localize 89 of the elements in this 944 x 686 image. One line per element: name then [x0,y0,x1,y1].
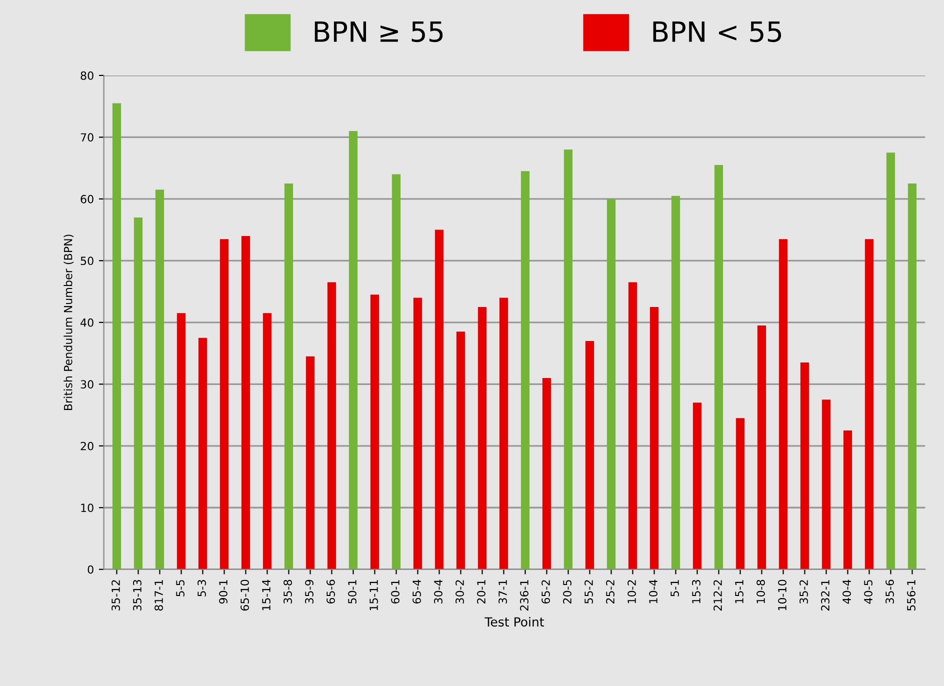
bar [628,282,638,570]
x-tick-label: 10-4 [649,580,658,604]
x-tick-label: 15-3 [692,580,700,604]
bar [864,239,874,570]
bar [542,378,552,570]
bar [327,282,336,570]
y-tick-label: 30 [80,380,94,389]
x-tick-label: 60-1 [391,580,400,604]
bar [241,236,250,570]
x-tick-label: 35-2 [800,580,808,604]
legend-label: BPN ≥ 55 [314,21,443,42]
bar [392,174,401,570]
bar [736,418,745,570]
x-tick-label: 30-4 [434,580,442,604]
bar [134,217,143,570]
y-tick-label: 50 [80,256,94,266]
x-tick-label: 15-1 [735,580,744,604]
y-axis-title: British Pendulum Number (BPN) [64,234,74,410]
x-tick-label: 35-8 [284,580,292,604]
x-tick-label: 10-2 [628,580,636,604]
x-tick-label: 65-6 [326,580,335,604]
x-tick-label: 20-5 [563,580,572,604]
bar [520,171,530,570]
bar [456,332,466,570]
x-tick-label: 232-1 [821,580,830,611]
bar [650,306,659,570]
x-tick-label: 556-1 [907,580,916,611]
bar [757,326,766,570]
x-tick-label: 40-4 [842,580,851,604]
y-tick-label: 60 [80,194,94,204]
y-tick-label: 80 [80,71,94,80]
x-tick-label: 40-5 [864,580,872,604]
bar [908,184,917,570]
bar [155,190,164,570]
x-tick-label: 55-2 [584,580,593,604]
bar [778,239,788,570]
bar [176,313,186,570]
bar [692,402,702,570]
bar [348,131,358,570]
bar [822,400,831,570]
x-tick-label: 35-12 [112,580,120,611]
bar [262,313,272,570]
x-tick-label: 65-2 [542,580,550,604]
x-tick-label: 90-1 [219,580,228,604]
bar [220,239,229,570]
x-tick-label: 10-8 [756,580,765,604]
y-tick-label: 0 [88,565,94,574]
legend-label: BPN < 55 [653,21,782,42]
x-tick-label: 50-1 [348,580,356,604]
x-tick-label: 212-2 [714,580,722,611]
x-tick-label: 5-5 [176,580,184,596]
bar [112,103,122,570]
y-tick-label: 70 [80,133,94,142]
x-tick-label: 25-2 [606,580,614,604]
y-tick-label: 10 [81,504,94,512]
x-tick-label: 37-1 [498,580,507,604]
bar [306,356,315,570]
bar [499,298,508,570]
x-tick-label: 817-1 [154,580,163,611]
x-axis-title: Test Point [484,616,544,627]
x-tick-label: 10-10 [778,580,786,610]
x-tick-label: 35-13 [133,580,142,611]
bar [198,338,208,570]
bar [714,164,724,570]
y-tick-label: 40 [80,318,94,327]
bar [886,152,896,570]
bar [800,362,810,570]
x-tick-label: 15-14 [262,580,270,610]
bar [478,306,487,570]
bar [585,340,594,570]
bar [564,150,573,570]
x-tick-label: 20-1 [477,580,486,604]
bar [413,298,422,570]
bar [671,196,680,570]
x-tick-label: 65-4 [412,580,421,604]
x-tick-label: 65-10 [240,580,249,611]
x-tick-label: 15-11 [370,580,378,610]
x-tick-label: 5-1 [670,580,679,596]
x-tick-label: 35-9 [305,580,314,604]
x-tick-label: 5-3 [198,580,206,596]
x-tick-label: 35-6 [886,580,894,604]
bar [370,294,380,570]
bar [284,184,294,570]
bar [606,198,616,570]
x-tick-label: 236-1 [520,580,528,611]
x-tick-label: 30-2 [456,580,464,604]
bar [434,230,444,570]
y-tick-label: 20 [80,442,94,450]
bar [843,430,852,570]
